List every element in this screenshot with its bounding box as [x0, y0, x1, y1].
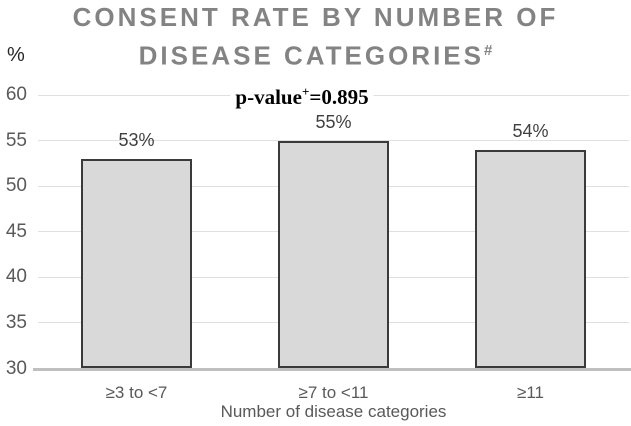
chart-title-line2: DISEASE CATEGORIES# [0, 34, 631, 73]
bar-data-label: 55% [315, 111, 352, 132]
bar-data-label: 54% [512, 120, 549, 141]
x-axis-title: Number of disease categories [220, 402, 447, 421]
y-tick-label: 30 [5, 357, 27, 379]
y-tick-label: 45 [5, 220, 27, 242]
y-axis-unit-label: % [7, 44, 25, 66]
y-tick-label: 35 [5, 311, 27, 333]
chart-title-line2-text: DISEASE CATEGORIES [138, 40, 484, 71]
x-category-label: ≥7 to <11 [298, 383, 369, 402]
x-category-label: ≥11 [517, 383, 544, 402]
p-value-superscript: + [301, 84, 310, 99]
x-axis-line [33, 367, 631, 371]
chart-title: CONSENT RATE BY NUMBER OF DISEASE CATEGO… [0, 0, 631, 73]
bar [278, 140, 389, 369]
bar [475, 149, 586, 369]
p-value-number: =0.895 [309, 85, 369, 109]
y-tick-label: 40 [5, 266, 27, 288]
chart-title-line1: CONSENT RATE BY NUMBER OF [72, 2, 559, 32]
x-category-label: ≥3 to <7 [105, 383, 168, 402]
p-value-prefix: p-value [235, 85, 302, 109]
y-tick-label: 50 [5, 175, 27, 197]
p-value-annotation: p-value+=0.895 [230, 80, 374, 109]
y-tick-label: 55 [5, 129, 27, 151]
y-tick-label: 60 [5, 84, 27, 105]
chart-title-superscript: # [484, 42, 493, 59]
bar-data-label: 53% [118, 129, 155, 150]
bar [81, 158, 192, 369]
